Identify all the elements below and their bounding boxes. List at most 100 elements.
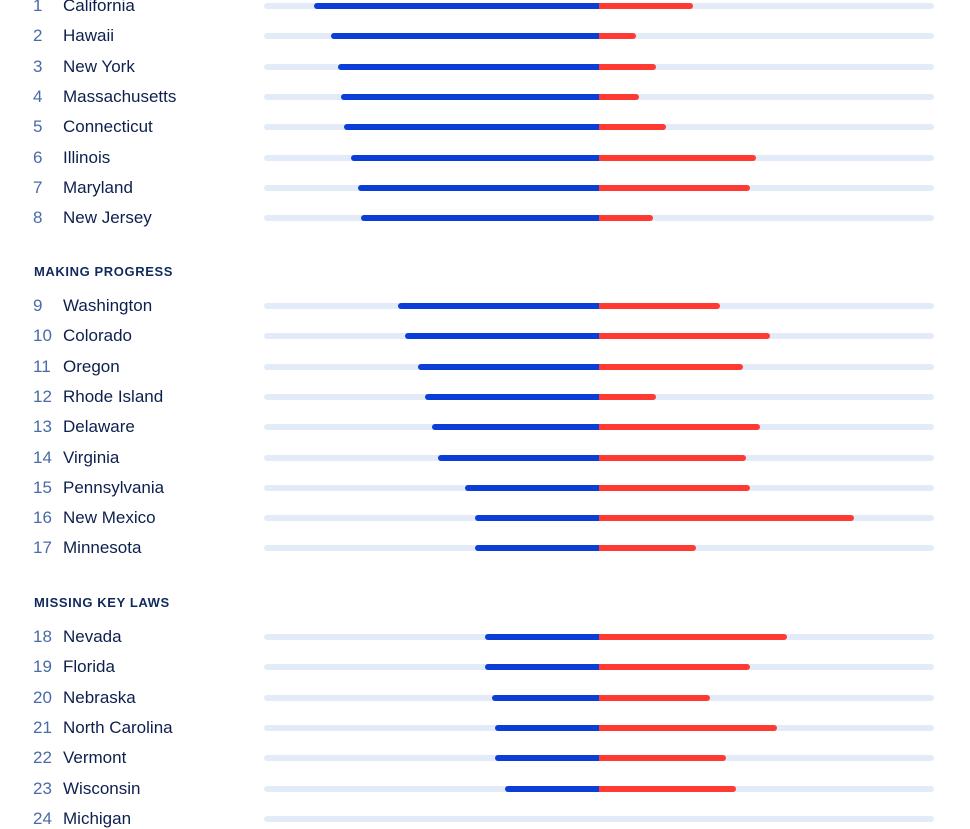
bar-blue xyxy=(314,3,599,9)
rank-number: 10 xyxy=(33,326,52,346)
state-name: Michigan xyxy=(63,808,132,828)
bar-blue xyxy=(424,393,599,400)
bar-blue xyxy=(495,755,599,762)
state-row: 13 Delaware xyxy=(0,417,970,437)
state-name: New Mexico xyxy=(63,508,156,528)
rank-number: 3 xyxy=(33,56,43,76)
state-name: Massachusetts xyxy=(63,86,177,106)
state-name: Vermont xyxy=(63,748,127,768)
state-name: Washington xyxy=(63,296,153,315)
state-row: 16 New Mexico xyxy=(0,508,970,528)
rank-number: 19 xyxy=(33,657,52,677)
state-row: 22 Vermont xyxy=(0,748,970,768)
bar-red xyxy=(599,393,656,400)
rank-number: 2 xyxy=(33,26,43,46)
state-name: Virginia xyxy=(63,447,120,467)
bar-blue xyxy=(357,184,599,191)
bar-red xyxy=(599,545,697,552)
bar-blue xyxy=(475,515,599,522)
bar-blue xyxy=(344,124,599,131)
bar-red xyxy=(599,154,757,161)
state-name: Minnesota xyxy=(63,538,142,558)
section-heading: MAKING PROGRESS xyxy=(34,264,174,279)
rank-number: 9 xyxy=(33,296,43,315)
state-row: 17 Minnesota xyxy=(0,538,970,558)
bar-red xyxy=(599,63,656,70)
state-name: Nevada xyxy=(63,627,122,646)
rank-number: 1 xyxy=(33,0,43,15)
rank-number: 22 xyxy=(33,748,52,768)
state-row: 6 Illinois xyxy=(0,148,970,168)
state-name: Connecticut xyxy=(63,117,153,137)
state-name: Pennsylvania xyxy=(63,477,165,497)
state-row: 14 Virginia xyxy=(0,448,970,468)
state-name: Maryland xyxy=(63,177,133,197)
bar-blue xyxy=(491,694,599,701)
state-row: 2 Hawaii xyxy=(0,26,970,46)
bar-red xyxy=(599,694,710,701)
bar-red xyxy=(599,333,770,340)
bar-blue xyxy=(485,664,599,671)
bar-red xyxy=(599,3,693,9)
bar-blue xyxy=(495,724,599,731)
bar-blue xyxy=(398,303,599,309)
state-row: 21 North Carolina xyxy=(0,718,970,738)
state-row: 1 California xyxy=(0,0,970,16)
state-row: 12 Rhode Island xyxy=(0,387,970,407)
bar-blue xyxy=(337,63,599,70)
rank-number: 6 xyxy=(33,147,43,167)
rank-number: 11 xyxy=(33,356,51,376)
state-row: 8 New Jersey xyxy=(0,208,970,228)
rank-number: 13 xyxy=(33,417,52,437)
bar-red xyxy=(599,303,720,309)
state-name: Colorado xyxy=(63,326,132,346)
bar-blue xyxy=(485,634,599,640)
bar-red xyxy=(599,454,747,461)
bar-blue xyxy=(465,484,599,491)
state-row: 18 Nevada xyxy=(0,627,970,647)
state-row: 10 Colorado xyxy=(0,326,970,346)
rank-number: 7 xyxy=(33,177,43,197)
section-heading: MISSING KEY LAWS xyxy=(34,595,170,610)
bar-blue xyxy=(438,454,599,461)
rank-number: 23 xyxy=(33,778,52,798)
bar-red xyxy=(599,515,854,522)
rank-number: 14 xyxy=(33,447,52,467)
state-name: New York xyxy=(63,56,135,76)
state-row: 23 Wisconsin xyxy=(0,779,970,799)
state-row: 24 Michigan xyxy=(0,809,970,829)
bar-blue xyxy=(341,93,599,100)
rank-number: 4 xyxy=(33,86,43,106)
rank-number: 8 xyxy=(33,208,43,228)
bar-blue xyxy=(475,545,599,552)
rank-number: 16 xyxy=(33,508,52,528)
rank-number: 24 xyxy=(33,808,52,828)
rank-number: 18 xyxy=(33,627,52,646)
state-name: Wisconsin xyxy=(63,778,141,798)
bar-blue xyxy=(404,333,599,340)
bar-red xyxy=(599,215,653,222)
bar-red xyxy=(599,664,750,671)
state-name: California xyxy=(63,0,135,15)
bar-blue xyxy=(361,215,599,222)
state-name: New Jersey xyxy=(63,208,152,228)
state-row: 7 Maryland xyxy=(0,178,970,198)
state-name: Oregon xyxy=(63,356,120,376)
state-name: Rhode Island xyxy=(63,386,164,406)
state-name: Nebraska xyxy=(63,687,136,707)
state-row: 5 Connecticut xyxy=(0,117,970,137)
state-row: 11 Oregon xyxy=(0,357,970,377)
state-name: Delaware xyxy=(63,417,135,437)
state-name: Florida xyxy=(63,657,115,677)
bar-red xyxy=(599,93,640,100)
rank-number: 15 xyxy=(33,477,52,497)
state-row: 4 Massachusetts xyxy=(0,87,970,107)
bar-red xyxy=(599,184,750,191)
rank-number: 12 xyxy=(33,386,52,406)
bar-red xyxy=(599,484,750,491)
bar-blue xyxy=(331,33,599,40)
bar-track xyxy=(264,815,934,822)
rank-number: 5 xyxy=(33,117,43,137)
bar-red xyxy=(599,424,760,431)
